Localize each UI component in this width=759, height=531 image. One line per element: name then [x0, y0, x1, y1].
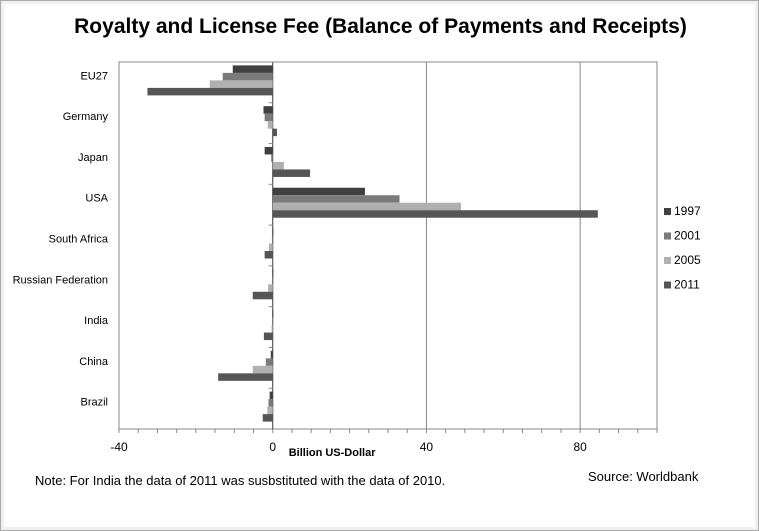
chart-title: Royalty and License Fee (Balance of Paym… [74, 15, 687, 38]
legend-label-2011: 2011 [674, 278, 700, 292]
bar-1997-india [272, 310, 274, 318]
chart-note: Note: For India the data of 2011 was sus… [35, 473, 446, 488]
bar-2005-china [252, 365, 273, 374]
y-category-label: EU27 [80, 70, 108, 82]
legend-swatch-2011 [664, 281, 671, 289]
bar-1997-usa [272, 187, 365, 196]
bar-2001-russian-federation [272, 276, 274, 285]
x-tick-label: 80 [573, 440, 587, 454]
bar-2005-eu27 [209, 80, 273, 88]
bar-2001-germany [264, 113, 273, 122]
y-category-label: Japan [78, 152, 108, 164]
x-tick-label: -40 [110, 440, 128, 454]
chart-source: Source: Worldbank [588, 469, 699, 484]
x-tick-label: 0 [269, 440, 276, 454]
bar-2005-russian-federation [268, 284, 273, 292]
bar-1997-eu27 [232, 65, 273, 73]
bar-1997-japan [264, 146, 273, 155]
bar-2011-germany [272, 128, 277, 137]
y-category-label: China [79, 356, 109, 368]
y-category-label: India [84, 315, 109, 327]
bar-2001-brazil [268, 399, 273, 407]
legend-label-1997: 1997 [674, 204, 701, 218]
legend-swatch-1997 [664, 208, 671, 215]
legend-label-2001: 2001 [674, 229, 701, 243]
legend-swatch-2001 [664, 232, 671, 240]
y-category-label: Brazil [80, 397, 108, 409]
bar-2011-india [263, 332, 273, 341]
y-category-label: Russian Federation [13, 274, 108, 286]
bar-2001-japan [271, 154, 273, 162]
bar-2005-usa [272, 202, 462, 211]
bar-2011-japan [272, 169, 310, 177]
y-category-label: South Africa [49, 234, 109, 246]
x-tick-label: 40 [420, 440, 434, 454]
bar-2001-china [265, 358, 273, 366]
bar-2011-south-africa [264, 251, 273, 259]
bar-2011-usa [272, 210, 598, 218]
y-category-label: USA [85, 193, 108, 205]
bar-2005-india [271, 325, 273, 333]
bar-2005-germany [267, 121, 273, 129]
bar-2005-japan [272, 161, 284, 170]
bar-2001-india [272, 317, 273, 326]
bar-2011-china [218, 373, 273, 381]
bar-2001-south-africa [271, 236, 273, 244]
bar-2011-brazil [262, 414, 273, 422]
x-axis-label: Billion US-Dollar [289, 447, 377, 459]
y-category-label: Germany [63, 111, 109, 123]
legend-swatch-2005 [664, 257, 671, 264]
legend-label-2005: 2005 [674, 253, 701, 267]
bar-1997-brazil [269, 391, 273, 400]
plot-area [118, 61, 658, 430]
bar-2001-usa [272, 195, 400, 203]
bar-2011-eu27 [147, 87, 273, 96]
bar-1997-china [270, 350, 273, 359]
bar-1997-south-africa [272, 228, 274, 236]
bar-2005-brazil [267, 406, 273, 415]
bar-1997-germany [263, 106, 273, 114]
bar-2005-south-africa [268, 243, 273, 251]
bar-2011-russian-federation [252, 291, 273, 300]
bar-1997-russian-federation [272, 269, 274, 277]
bar-2001-eu27 [222, 72, 273, 81]
